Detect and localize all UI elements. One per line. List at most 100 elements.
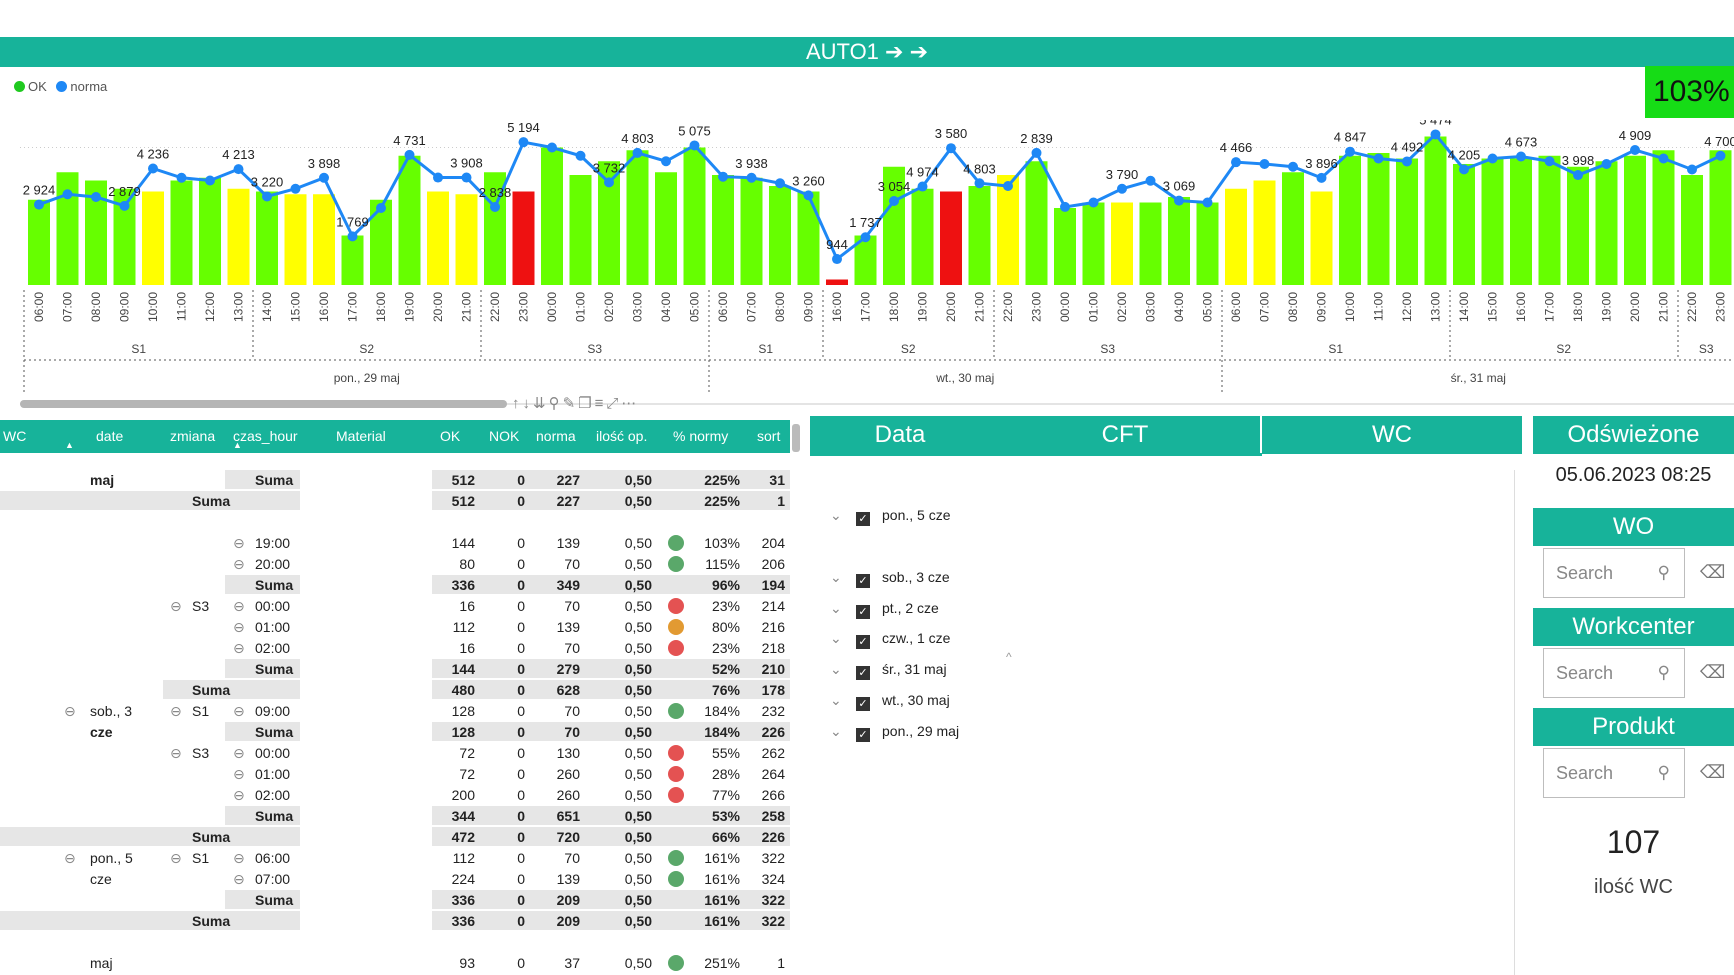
slicer-item[interactable]: ⌄ ✓ śr., 31 maj bbox=[830, 659, 947, 680]
collapse-toggle-icon[interactable]: ⊖ bbox=[233, 619, 245, 635]
collapse-toggle-icon[interactable]: ⊖ bbox=[233, 535, 245, 551]
legend-ok-label: OK bbox=[28, 79, 47, 94]
collapse-toggle-icon[interactable]: ⊖ bbox=[170, 703, 182, 719]
col-czas-hour[interactable]: czas_hour bbox=[233, 428, 298, 444]
norma-point bbox=[575, 150, 586, 161]
collapse-toggle-icon[interactable]: ⊖ bbox=[233, 787, 245, 803]
hour-tick-label: 00:00 bbox=[1058, 292, 1072, 322]
collapse-toggle-icon[interactable]: ⊖ bbox=[233, 640, 245, 656]
chevron-down-icon[interactable]: ⌄ bbox=[830, 569, 842, 585]
tab-cft[interactable]: CFT bbox=[990, 416, 1260, 454]
hour-tick-label: 11:00 bbox=[1372, 292, 1386, 321]
cell-czas: Suma bbox=[255, 892, 294, 908]
cell-nok: 0 bbox=[517, 913, 525, 929]
chevron-down-icon[interactable]: ⌄ bbox=[830, 661, 842, 677]
chevron-down-icon[interactable]: ⌄ bbox=[830, 507, 842, 523]
pin-icon[interactable]: ✎ bbox=[562, 395, 579, 412]
workcenter-search-input[interactable]: Search ⚲ bbox=[1543, 648, 1685, 698]
slicer-item[interactable]: ⌄ ✓ pt., 2 cze bbox=[830, 598, 939, 619]
tab-data[interactable]: Data bbox=[810, 416, 990, 454]
collapse-toggle-icon[interactable]: ⊖ bbox=[233, 703, 245, 719]
eraser-icon[interactable]: ⌫ bbox=[1700, 762, 1726, 782]
bar-ok bbox=[598, 161, 620, 285]
hour-tick-label: 02:00 bbox=[602, 292, 616, 322]
norma-point bbox=[775, 178, 785, 189]
cell-ok: 480 bbox=[451, 682, 475, 698]
collapse-toggle-icon[interactable]: ⊖ bbox=[170, 598, 182, 614]
hour-tick-label: 04:00 bbox=[659, 292, 673, 322]
wo-search-input[interactable]: Search ⚲ bbox=[1543, 548, 1685, 598]
collapse-toggle-icon[interactable]: ⊖ bbox=[170, 850, 182, 866]
checkbox-checked-icon[interactable]: ✓ bbox=[856, 574, 870, 588]
collapse-toggle-icon[interactable]: ⊖ bbox=[233, 745, 245, 761]
norma-point bbox=[718, 171, 728, 182]
chart-scrollbar[interactable] bbox=[20, 400, 507, 408]
slicer-item[interactable]: ⌄ ✓ sob., 3 cze bbox=[830, 567, 950, 588]
tab-wc[interactable]: WC bbox=[1262, 416, 1522, 454]
chevron-down-icon[interactable]: ⌄ bbox=[830, 630, 842, 646]
collapse-icon[interactable]: ^ bbox=[1006, 650, 1012, 664]
eraser-icon[interactable]: ⌫ bbox=[1700, 662, 1726, 682]
table-scrollbar[interactable] bbox=[792, 424, 800, 452]
norma-point bbox=[176, 172, 187, 183]
slicer-item[interactable]: ⌄ ✓ wt., 30 maj bbox=[830, 690, 950, 711]
drill-down-icon[interactable]: ↓ bbox=[522, 395, 533, 412]
checkbox-checked-icon[interactable]: ✓ bbox=[856, 666, 870, 680]
collapse-toggle-icon[interactable]: ⊖ bbox=[233, 556, 245, 572]
drill-up-icon[interactable]: ↑ bbox=[512, 395, 523, 412]
collapse-toggle-icon[interactable]: ⊖ bbox=[233, 850, 245, 866]
produkt-search-input[interactable]: Search ⚲ bbox=[1543, 748, 1685, 798]
expand-all-icon[interactable]: ⇊ bbox=[533, 395, 549, 412]
chevron-down-icon[interactable]: ⌄ bbox=[830, 692, 842, 708]
hour-tick-label: 15:00 bbox=[1486, 292, 1500, 322]
cell-nok: 0 bbox=[517, 745, 525, 761]
more-options-icon[interactable]: ⋯ bbox=[621, 395, 640, 412]
filter-icon[interactable]: ≡ bbox=[594, 395, 607, 412]
col-norma[interactable]: norma bbox=[536, 428, 576, 444]
percent-kpi: 103% bbox=[1645, 66, 1734, 118]
slicer-item[interactable]: ⌄ ✓ pon., 29 maj bbox=[830, 721, 959, 742]
norma-point bbox=[1316, 172, 1327, 183]
hour-tick-label: 08:00 bbox=[773, 292, 787, 322]
cell-ok: 200 bbox=[451, 787, 475, 803]
checkbox-checked-icon[interactable]: ✓ bbox=[856, 512, 870, 526]
checkbox-checked-icon[interactable]: ✓ bbox=[856, 728, 870, 742]
subtotal-band bbox=[432, 575, 790, 594]
subtotal-band bbox=[432, 890, 790, 909]
col-material[interactable]: Material bbox=[336, 428, 386, 444]
col-date[interactable]: date bbox=[96, 428, 124, 444]
checkbox-checked-icon[interactable]: ✓ bbox=[856, 605, 870, 619]
checkbox-checked-icon[interactable]: ✓ bbox=[856, 697, 870, 711]
cell-ok: 72 bbox=[459, 766, 475, 782]
checkbox-checked-icon[interactable]: ✓ bbox=[856, 635, 870, 649]
collapse-toggle-icon[interactable]: ⊖ bbox=[170, 745, 182, 761]
focus-mode-icon[interactable]: ⤢ bbox=[606, 395, 622, 412]
collapse-toggle-icon[interactable]: ⊖ bbox=[64, 850, 76, 866]
cell-norma: 651 bbox=[556, 808, 580, 824]
norma-point bbox=[91, 192, 101, 202]
norma-point bbox=[1031, 147, 1042, 158]
col-ilosc-op[interactable]: ilość op. bbox=[596, 428, 648, 444]
col-wc[interactable]: WC bbox=[3, 428, 27, 444]
bar-ok bbox=[370, 199, 392, 285]
collapse-toggle-icon[interactable]: ⊖ bbox=[64, 703, 76, 719]
chevron-down-icon[interactable]: ⌄ bbox=[830, 600, 842, 616]
col-ok[interactable]: OK bbox=[440, 428, 461, 444]
col-pct-normy[interactable]: % normy bbox=[673, 428, 729, 444]
copy-icon[interactable]: ❐ bbox=[578, 395, 595, 412]
collapse-toggle-icon[interactable]: ⊖ bbox=[233, 766, 245, 782]
col-sort[interactable]: sort bbox=[757, 428, 781, 444]
hour-tick-label: 09:00 bbox=[118, 292, 132, 322]
sort-asc-icon: ▲ bbox=[65, 440, 74, 450]
chevron-down-icon[interactable]: ⌄ bbox=[830, 723, 842, 739]
collapse-toggle-icon[interactable]: ⊖ bbox=[233, 598, 245, 614]
slicer-item[interactable]: ⌄ ✓ pon., 5 cze bbox=[830, 505, 951, 526]
col-zmiana[interactable]: zmiana bbox=[170, 428, 216, 444]
hierarchy-icon[interactable]: ⚲ bbox=[548, 395, 563, 412]
collapse-toggle-icon[interactable]: ⊖ bbox=[233, 871, 245, 887]
col-nok[interactable]: NOK bbox=[489, 428, 520, 444]
eraser-icon[interactable]: ⌫ bbox=[1700, 562, 1726, 582]
norma-point bbox=[1174, 195, 1184, 206]
cell-czas: 02:00 bbox=[255, 640, 291, 656]
slicer-item[interactable]: ⌄ ✓ czw., 1 cze bbox=[830, 628, 950, 649]
